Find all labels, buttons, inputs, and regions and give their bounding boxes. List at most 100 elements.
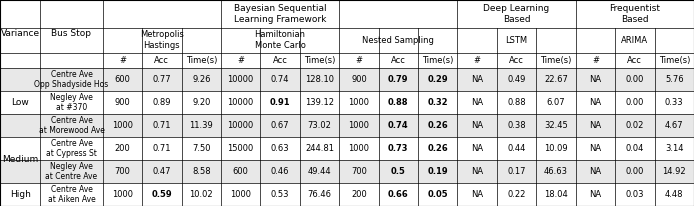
Text: NA: NA xyxy=(471,98,483,107)
Text: Time(s): Time(s) xyxy=(304,56,335,65)
Text: 7.50: 7.50 xyxy=(192,144,210,153)
Text: 200: 200 xyxy=(351,190,367,199)
Text: Time(s): Time(s) xyxy=(659,56,690,65)
Text: Acc: Acc xyxy=(627,56,643,65)
Text: 0.66: 0.66 xyxy=(388,190,409,199)
Text: NA: NA xyxy=(471,144,483,153)
Text: Time(s): Time(s) xyxy=(541,56,572,65)
Text: Time(s): Time(s) xyxy=(185,56,217,65)
Text: 0.29: 0.29 xyxy=(428,75,448,84)
Text: 11.39: 11.39 xyxy=(189,121,213,130)
Text: Bayesian Sequential
Learning Framework: Bayesian Sequential Learning Framework xyxy=(234,4,326,24)
Text: Bus Stop: Bus Stop xyxy=(51,29,92,39)
Text: Time(s): Time(s) xyxy=(422,56,453,65)
Text: 0.26: 0.26 xyxy=(428,144,448,153)
Text: Hamiltonian
Monte Carlo: Hamiltonian Monte Carlo xyxy=(255,30,305,50)
Text: 0.88: 0.88 xyxy=(507,98,526,107)
Text: 0.38: 0.38 xyxy=(507,121,526,130)
Text: 128.10: 128.10 xyxy=(305,75,334,84)
Bar xyxy=(0,68,694,91)
Text: 32.45: 32.45 xyxy=(544,121,568,130)
Text: Frequentist
Based: Frequentist Based xyxy=(609,4,661,24)
Text: 49.44: 49.44 xyxy=(307,167,331,176)
Text: 4.67: 4.67 xyxy=(665,121,684,130)
Text: 0.63: 0.63 xyxy=(271,144,289,153)
Text: NA: NA xyxy=(589,121,602,130)
Text: NA: NA xyxy=(471,190,483,199)
Text: 18.04: 18.04 xyxy=(544,190,568,199)
Text: 900: 900 xyxy=(351,75,367,84)
Text: 0.47: 0.47 xyxy=(153,167,171,176)
Text: 0.44: 0.44 xyxy=(507,144,526,153)
Text: #: # xyxy=(355,56,362,65)
Text: 0.79: 0.79 xyxy=(388,75,409,84)
Text: #: # xyxy=(592,56,599,65)
Text: 0.59: 0.59 xyxy=(151,190,172,199)
Text: Acc: Acc xyxy=(391,56,406,65)
Text: 0.74: 0.74 xyxy=(271,75,289,84)
Text: 0.71: 0.71 xyxy=(153,121,171,130)
Text: 0.5: 0.5 xyxy=(391,167,406,176)
Text: 0.73: 0.73 xyxy=(388,144,409,153)
Text: 0.71: 0.71 xyxy=(153,144,171,153)
Text: Negley Ave
at #370: Negley Ave at #370 xyxy=(50,93,93,112)
Text: Deep Learning
Based: Deep Learning Based xyxy=(484,4,550,24)
Text: 1000: 1000 xyxy=(112,121,133,130)
Text: Negley Ave
at Centre Ave: Negley Ave at Centre Ave xyxy=(45,162,98,181)
Text: 0.32: 0.32 xyxy=(428,98,448,107)
Text: #: # xyxy=(474,56,481,65)
Text: 14.92: 14.92 xyxy=(663,167,686,176)
Text: Metropolis
Hastings: Metropolis Hastings xyxy=(140,30,184,50)
Text: 22.67: 22.67 xyxy=(544,75,568,84)
Text: 0.05: 0.05 xyxy=(428,190,448,199)
Text: 10.09: 10.09 xyxy=(544,144,568,153)
Text: Variance: Variance xyxy=(1,29,40,39)
Text: 0.77: 0.77 xyxy=(153,75,171,84)
Text: 10000: 10000 xyxy=(228,98,254,107)
Text: 900: 900 xyxy=(115,98,130,107)
Text: 9.26: 9.26 xyxy=(192,75,210,84)
Text: 600: 600 xyxy=(115,75,130,84)
Text: Acc: Acc xyxy=(273,56,287,65)
Text: 1000: 1000 xyxy=(348,98,369,107)
Text: 139.12: 139.12 xyxy=(305,98,334,107)
Text: #: # xyxy=(237,56,244,65)
Bar xyxy=(0,114,694,137)
Text: 0.00: 0.00 xyxy=(626,98,644,107)
Text: 700: 700 xyxy=(115,167,130,176)
Text: 0.17: 0.17 xyxy=(507,167,526,176)
Text: NA: NA xyxy=(589,144,602,153)
Text: NA: NA xyxy=(471,75,483,84)
Text: Acc: Acc xyxy=(509,56,524,65)
Text: 4.48: 4.48 xyxy=(665,190,684,199)
Bar xyxy=(0,160,694,183)
Text: 10000: 10000 xyxy=(228,121,254,130)
Text: 0.00: 0.00 xyxy=(626,75,644,84)
Text: Nested Sampling: Nested Sampling xyxy=(362,36,434,45)
Text: 600: 600 xyxy=(232,167,248,176)
Text: High: High xyxy=(10,190,31,199)
Text: 0.53: 0.53 xyxy=(271,190,289,199)
Text: Centre Ave
Opp Shadyside Hos: Centre Ave Opp Shadyside Hos xyxy=(35,70,108,89)
Text: 6.07: 6.07 xyxy=(547,98,566,107)
Bar xyxy=(0,137,694,160)
Text: 46.63: 46.63 xyxy=(544,167,568,176)
Text: 0.89: 0.89 xyxy=(153,98,171,107)
Text: 73.02: 73.02 xyxy=(307,121,332,130)
Text: 8.58: 8.58 xyxy=(192,167,210,176)
Text: 76.46: 76.46 xyxy=(307,190,332,199)
Text: Acc: Acc xyxy=(154,56,169,65)
Text: 1000: 1000 xyxy=(348,121,369,130)
Text: 0.49: 0.49 xyxy=(507,75,526,84)
Text: 1000: 1000 xyxy=(348,144,369,153)
Text: 700: 700 xyxy=(351,167,367,176)
Text: NA: NA xyxy=(471,167,483,176)
Text: 244.81: 244.81 xyxy=(305,144,334,153)
Text: NA: NA xyxy=(471,121,483,130)
Bar xyxy=(0,183,694,206)
Text: Centre Ave
at Morewood Ave: Centre Ave at Morewood Ave xyxy=(39,116,104,135)
Text: 0.02: 0.02 xyxy=(626,121,644,130)
Text: 1000: 1000 xyxy=(230,190,251,199)
Text: Centre Ave
at Aiken Ave: Centre Ave at Aiken Ave xyxy=(48,185,95,204)
Text: 0.19: 0.19 xyxy=(428,167,448,176)
